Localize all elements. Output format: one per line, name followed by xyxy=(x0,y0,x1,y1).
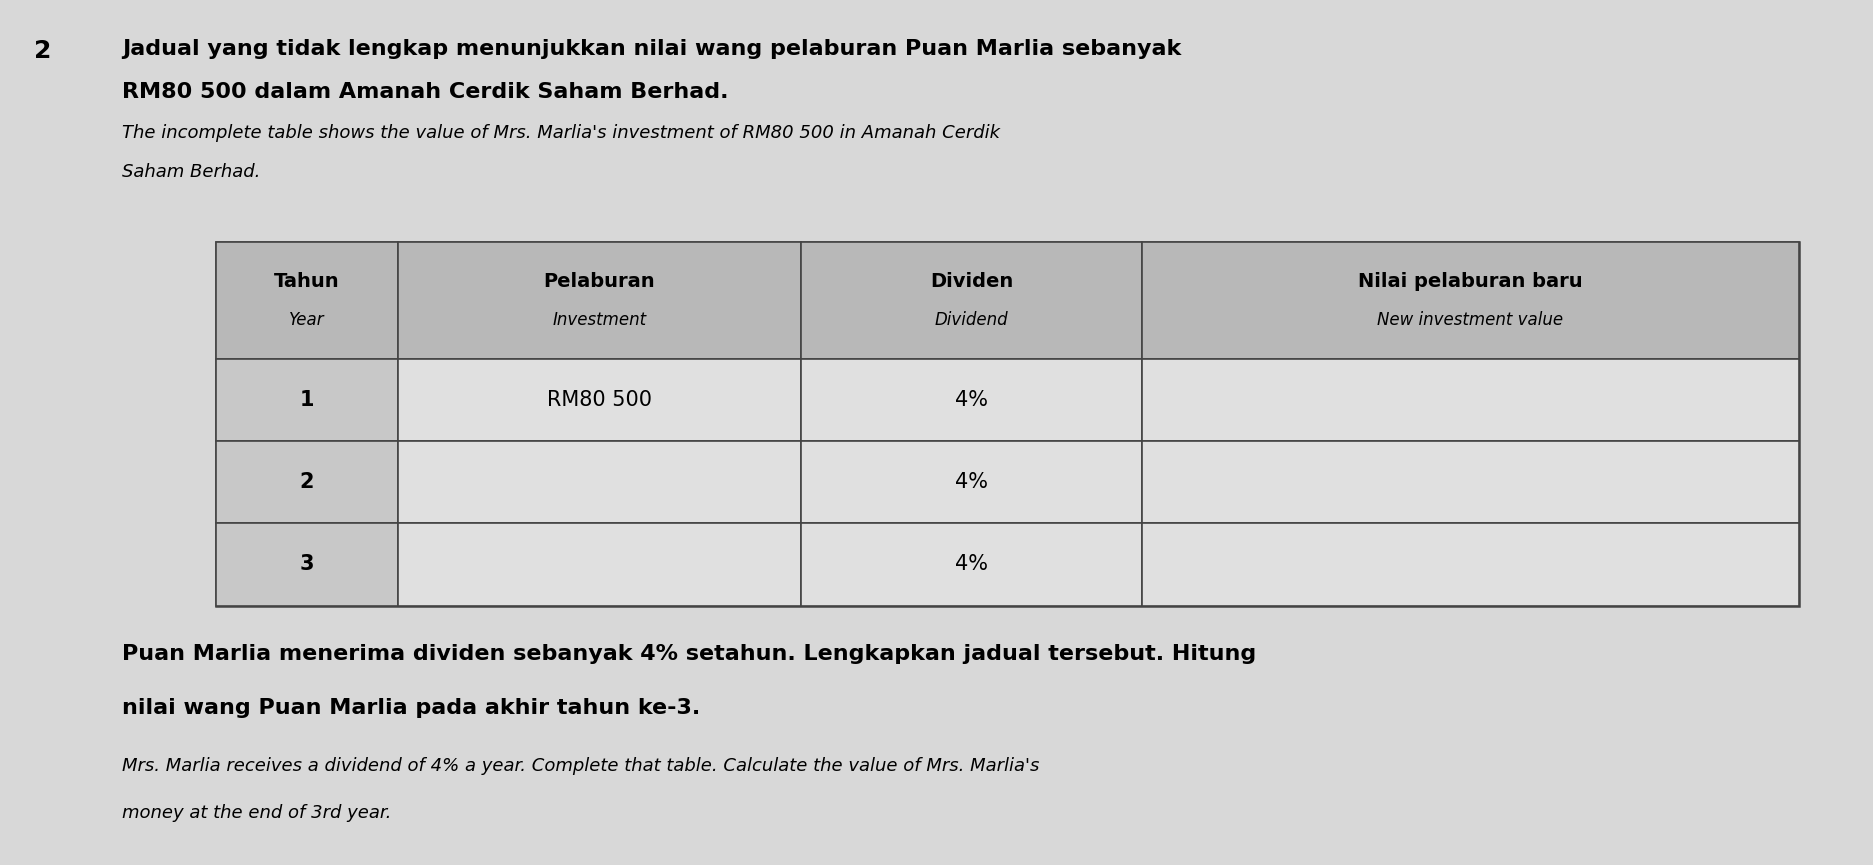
Text: RM80 500 dalam Amanah Cerdik Saham Berhad.: RM80 500 dalam Amanah Cerdik Saham Berha… xyxy=(122,82,729,102)
Text: Dividend: Dividend xyxy=(935,311,1008,329)
Text: Mrs. Marlia receives a dividend of 4% a year. Complete that table. Calculate the: Mrs. Marlia receives a dividend of 4% a … xyxy=(122,757,1040,775)
Text: Nilai pelaburan baru: Nilai pelaburan baru xyxy=(1358,272,1583,291)
FancyBboxPatch shape xyxy=(215,359,397,441)
Text: Dividen: Dividen xyxy=(929,272,1013,291)
Text: Saham Berhad.: Saham Berhad. xyxy=(122,163,260,181)
FancyBboxPatch shape xyxy=(397,359,802,441)
Text: New investment value: New investment value xyxy=(1377,311,1562,329)
Text: Puan Marlia menerima dividen sebanyak 4% setahun. Lengkapkan jadual tersebut. Hi: Puan Marlia menerima dividen sebanyak 4%… xyxy=(122,644,1255,664)
FancyBboxPatch shape xyxy=(1141,523,1798,605)
FancyBboxPatch shape xyxy=(802,242,1141,359)
Text: Year: Year xyxy=(288,311,324,329)
Text: nilai wang Puan Marlia pada akhir tahun ke-3.: nilai wang Puan Marlia pada akhir tahun … xyxy=(122,698,701,718)
FancyBboxPatch shape xyxy=(397,523,802,605)
FancyBboxPatch shape xyxy=(802,441,1141,523)
Text: Tahun: Tahun xyxy=(273,272,339,291)
FancyBboxPatch shape xyxy=(1141,359,1798,441)
Text: 2: 2 xyxy=(34,39,51,63)
FancyBboxPatch shape xyxy=(1141,441,1798,523)
FancyBboxPatch shape xyxy=(215,242,397,359)
Text: 4%: 4% xyxy=(955,390,987,410)
FancyBboxPatch shape xyxy=(397,242,802,359)
FancyBboxPatch shape xyxy=(215,523,397,605)
Text: Jadual yang tidak lengkap menunjukkan nilai wang pelaburan Puan Marlia sebanyak: Jadual yang tidak lengkap menunjukkan ni… xyxy=(122,39,1180,59)
FancyBboxPatch shape xyxy=(1141,242,1798,359)
Text: 2: 2 xyxy=(300,472,313,492)
FancyBboxPatch shape xyxy=(397,441,802,523)
Text: Investment: Investment xyxy=(553,311,646,329)
Text: 4%: 4% xyxy=(955,472,987,492)
Text: 1: 1 xyxy=(300,390,313,410)
FancyBboxPatch shape xyxy=(802,359,1141,441)
Text: Pelaburan: Pelaburan xyxy=(543,272,656,291)
Text: RM80 500: RM80 500 xyxy=(547,390,652,410)
Text: The incomplete table shows the value of Mrs. Marlia's investment of RM80 500 in : The incomplete table shows the value of … xyxy=(122,124,1000,142)
Text: 4%: 4% xyxy=(955,554,987,574)
FancyBboxPatch shape xyxy=(215,441,397,523)
FancyBboxPatch shape xyxy=(802,523,1141,605)
FancyBboxPatch shape xyxy=(215,242,1798,606)
Text: 3: 3 xyxy=(300,554,313,574)
Text: money at the end of 3rd year.: money at the end of 3rd year. xyxy=(122,804,391,823)
